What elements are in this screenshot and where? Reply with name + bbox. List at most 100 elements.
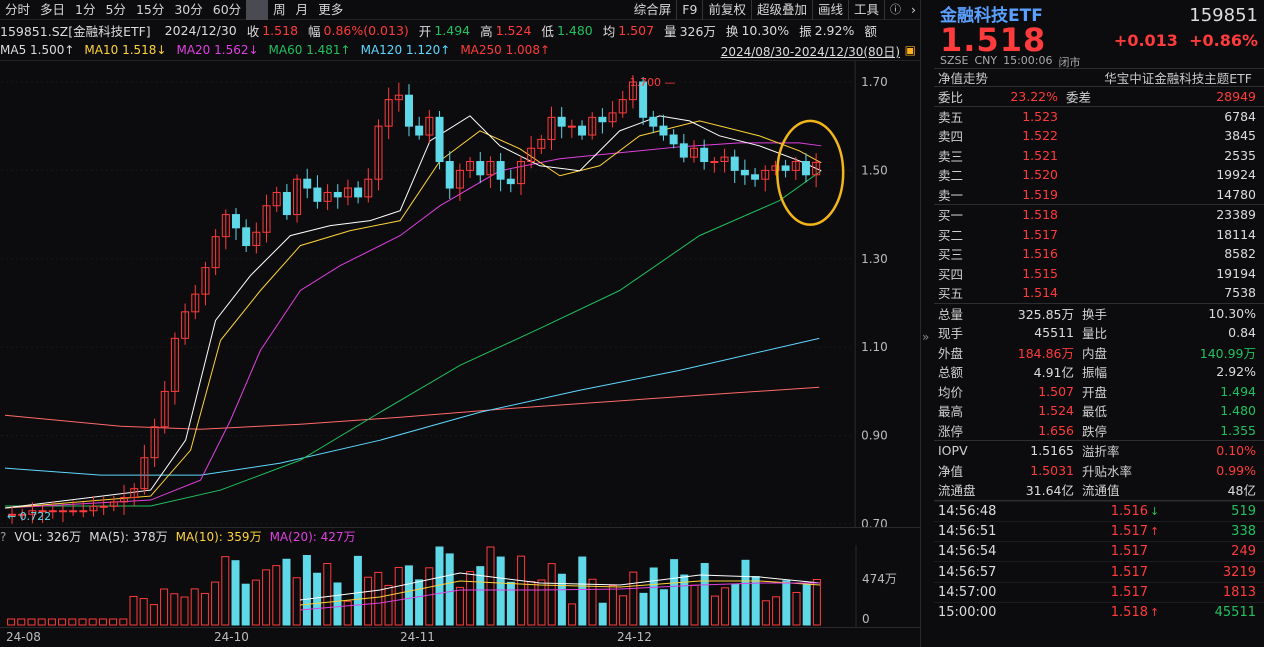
candle [18,513,27,516]
ask-row[interactable]: 卖三 1.521 2535 [934,146,1264,166]
candle [364,178,373,198]
ma120-line [4,337,820,476]
f9-button[interactable]: F9 [676,0,702,20]
iopv-value: 0.10% [1216,443,1256,459]
quote-panel: 金融科技ETF 159851 1.518 +0.013 +0.86% SZSE … [934,0,1264,647]
volume-bar [374,571,383,626]
volume-bar [190,588,199,626]
tick-price: 1.518 [1110,605,1148,621]
tab-multiday[interactable]: 多日 [40,1,66,17]
low-marker-label: ← 0.722 [7,510,51,523]
tab-60min[interactable]: 60分 [212,1,242,17]
tick-row: 14:56:48 1.516 ↓ 519 [934,500,1264,521]
tab-5min[interactable]: 5分 [105,1,126,17]
chevron-right-icon[interactable]: › [911,1,916,17]
candle [598,116,607,123]
collapse-panel-icon[interactable]: » [922,330,930,344]
nav-trend-link[interactable]: 净值走势 [938,71,989,86]
volume-bar [486,546,495,626]
help-icon[interactable]: ⓘ [884,0,906,20]
ask-volume: 3845 [1224,128,1256,144]
iopv-label: 升贴水率 [1082,463,1133,479]
lock-icon[interactable]: ▣ [904,43,916,57]
volume-bar [537,579,546,626]
candle [211,236,220,269]
tab-monthly[interactable]: 月 [295,1,309,17]
bid-label: 买三 [938,247,964,263]
draw-line-button[interactable]: 画线 [811,0,848,20]
candle [516,161,525,185]
volume-bar [741,559,750,626]
candle [608,112,617,123]
volume-bar [496,556,505,626]
iopv-label: 流通盘 [938,483,976,499]
volume-bar [445,553,454,626]
tick-price: 1.516 [1110,503,1148,519]
bid-row[interactable]: 买四 1.515 19194 [934,264,1264,284]
stat-value: 2.92% [1216,364,1256,380]
candlestick-chart[interactable]: 1.70 1.50 1.30 1.10 0.90 0.70 1.700 — ← 0.722 [0,60,921,527]
tab-1min[interactable]: 1分 [75,1,96,17]
low-label: 低 [541,23,554,39]
chart-panel: 分时 多日 1分 5分 15分 30分 60分 周 月 更多 综合屏 F9 前复… [0,0,921,647]
y-tick-label: 0.70 [861,517,888,527]
volume-help-icon[interactable]: ? [0,529,7,544]
x-label-nov: 24-11 [400,630,435,644]
candle [405,94,414,127]
candle [690,147,698,158]
tab-daily[interactable] [246,0,269,20]
bid-row[interactable]: 买三 1.516 8582 [934,244,1264,264]
candle [476,161,485,176]
candle [201,267,210,295]
volume-bar [506,581,515,626]
volume-bar [27,618,36,626]
stat-value: 4.91亿 [1033,365,1074,381]
candle [272,191,281,207]
bid-label: 买四 [938,266,964,282]
ask-label: 卖四 [938,129,964,145]
bid-row[interactable]: 买一 1.518 23389 [934,205,1264,225]
ask-row[interactable]: 卖二 1.520 19924 [934,165,1264,185]
bid-row[interactable]: 买五 1.514 7538 [934,283,1264,303]
candle [649,116,658,127]
volume-bar [557,573,566,626]
candle [791,161,800,171]
date-range-label[interactable]: 2024/08/30-2024/12/30(80日) [720,45,900,59]
composite-screen-button[interactable]: 综合屏 [633,1,672,17]
ma250-value: MA250 1.008↑ [460,43,551,57]
ask-row[interactable]: 卖五 1.523 6784 [934,107,1264,127]
tab-intraday[interactable]: 分时 [5,1,31,17]
candle [28,510,37,515]
volume-bar [619,595,628,626]
stat-label: 总额 [938,365,964,381]
volume-bar [109,618,118,626]
volume-bar [200,592,209,626]
volume-bar [98,618,107,626]
tools-button[interactable]: 工具 [847,0,884,20]
ma60-value: MA60 1.481↑ [268,43,351,57]
volume-bar [731,583,740,626]
stat-value: 45511 [1034,325,1074,341]
bid-price: 1.516 [1022,246,1058,262]
candle [567,125,576,128]
tab-more[interactable]: 更多 [318,1,344,17]
ask-row[interactable]: 卖一 1.519 14780 [934,185,1264,205]
tab-15min[interactable]: 15分 [135,1,165,17]
tick-volume: 338 [1231,523,1256,539]
super-overlay-button[interactable]: 超级叠加 [750,0,812,20]
stat-value: 1.494 [1220,383,1256,399]
candle [557,116,566,127]
security-code: 159851.SZ[金融科技ETF] [0,23,151,39]
ask-row[interactable]: 卖四 1.522 3845 [934,126,1264,146]
candle [38,510,47,513]
tab-30min[interactable]: 30分 [174,1,203,17]
ratio-value: 23.22% [1010,88,1058,104]
volume-chart[interactable]: 474万 0 [0,545,921,627]
volume-bar [404,565,413,626]
bid-row[interactable]: 买二 1.517 18114 [934,225,1264,245]
forward-adjust-button[interactable]: 前复权 [702,0,751,20]
tab-weekly[interactable]: 周 [273,1,286,17]
bid-label: 买五 [938,286,964,302]
tick-price: 1.517 [1110,584,1148,600]
volume-bar [47,618,56,626]
